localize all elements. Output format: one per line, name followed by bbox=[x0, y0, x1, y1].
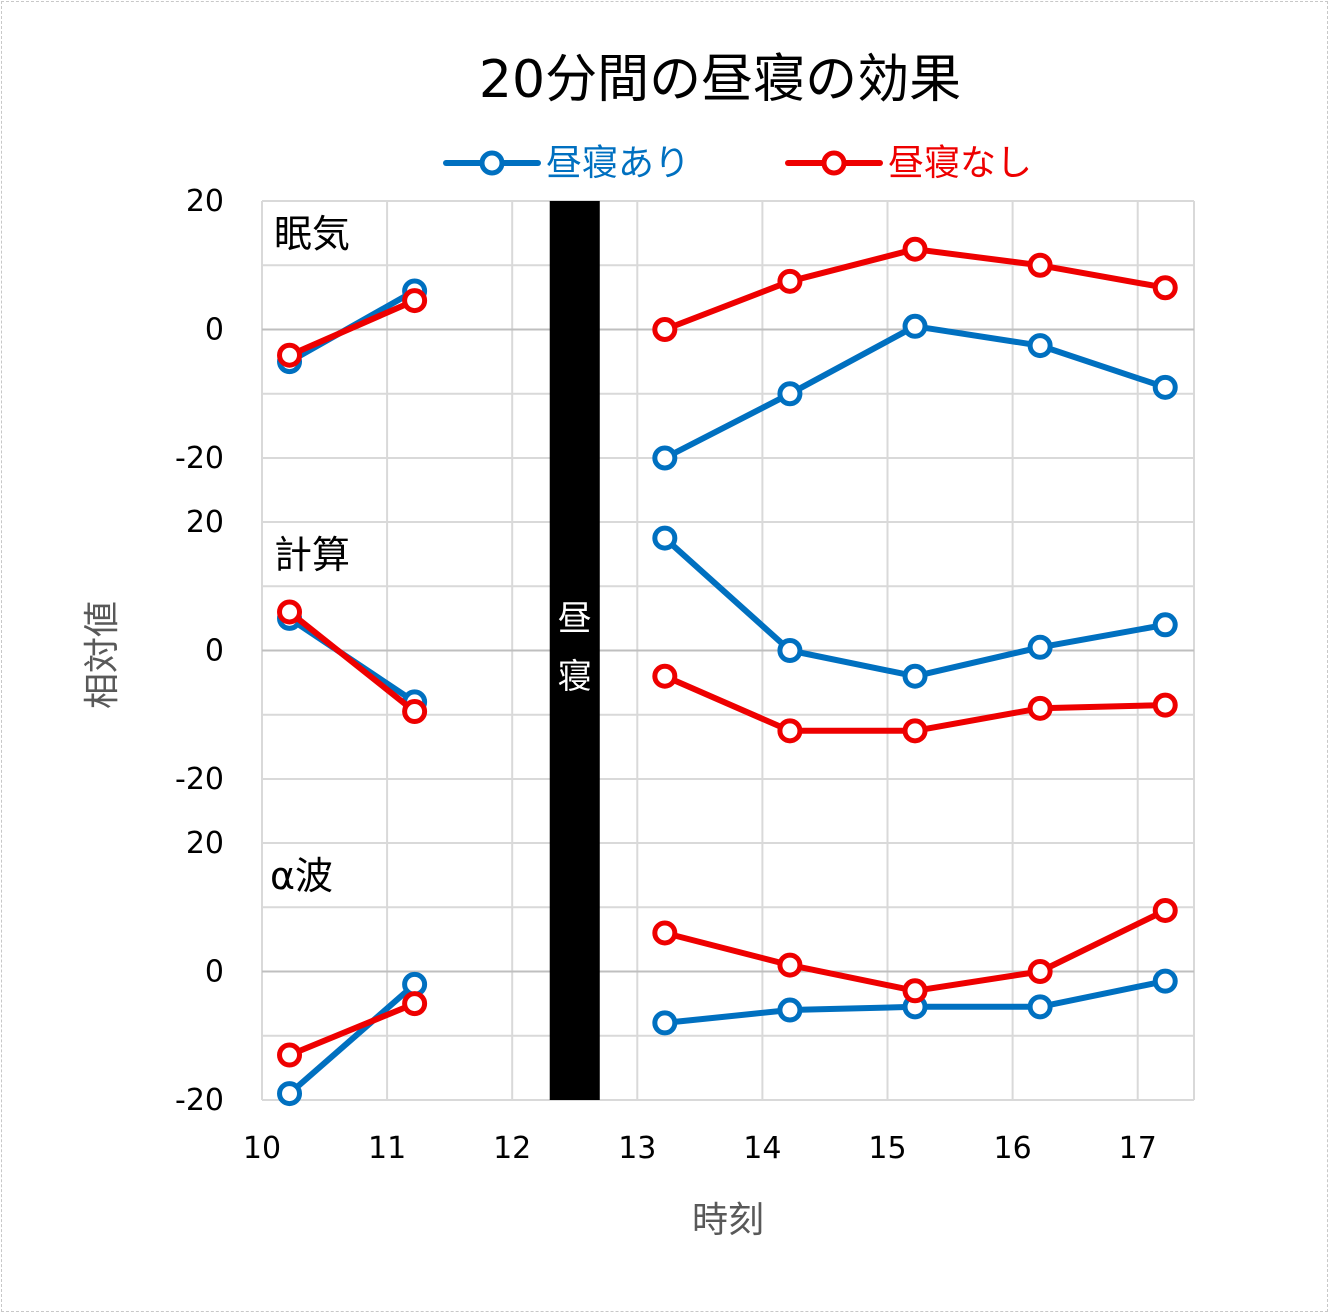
data-point bbox=[277, 342, 303, 368]
data-point bbox=[652, 525, 678, 551]
data-point bbox=[652, 317, 678, 342]
y-tick-label: -20 bbox=[175, 762, 224, 797]
legend-label: 昼寝なし bbox=[888, 143, 1032, 184]
x-tick-label: 12 bbox=[493, 1131, 531, 1166]
data-point bbox=[1152, 968, 1178, 994]
x-tick-label: 15 bbox=[868, 1131, 906, 1166]
panel-0: 20 0 -20 眠気 bbox=[175, 184, 1194, 476]
data-point bbox=[902, 663, 928, 689]
panel-2: 20 0 -20 α波 bbox=[175, 826, 1194, 1118]
data-point bbox=[1152, 374, 1178, 400]
data-point bbox=[1027, 333, 1053, 359]
legend-marker bbox=[479, 150, 505, 176]
data-point bbox=[777, 952, 803, 978]
data-point bbox=[777, 381, 803, 407]
data-point bbox=[652, 445, 678, 471]
x-axis-title: 時刻 bbox=[692, 1200, 764, 1241]
series-line bbox=[661, 535, 1169, 680]
data-point bbox=[402, 991, 428, 1017]
panel-label: 眠気 bbox=[274, 212, 350, 256]
y-tick-label: 0 bbox=[205, 634, 224, 669]
x-tick-label: 16 bbox=[994, 1131, 1032, 1166]
series-line bbox=[286, 981, 418, 1097]
y-tick-label: -20 bbox=[175, 441, 224, 476]
plot-area: 20 0 -20 眠気 20 0 -20 計算 20 0 -20 α波 昼寝 10 11 12 13 14 15 16… bbox=[175, 184, 1195, 1166]
data-point bbox=[1027, 634, 1053, 660]
data-point bbox=[652, 920, 678, 946]
x-tick-label: 13 bbox=[618, 1131, 656, 1166]
x-tick-label: 11 bbox=[368, 1131, 406, 1166]
panel-label: α波 bbox=[270, 854, 333, 898]
legend-label: 昼寝あり bbox=[546, 143, 690, 184]
data-point bbox=[277, 1081, 303, 1107]
legend-marker bbox=[821, 150, 847, 176]
panel-1: 20 0 -20 計算 bbox=[175, 505, 1194, 797]
data-point bbox=[1027, 695, 1053, 721]
x-tick-label: 17 bbox=[1119, 1131, 1157, 1166]
data-point bbox=[1152, 897, 1178, 923]
data-point bbox=[902, 718, 928, 744]
data-point bbox=[277, 599, 303, 625]
x-tick-label: 14 bbox=[743, 1131, 781, 1166]
data-point bbox=[1152, 275, 1178, 301]
data-point bbox=[777, 268, 803, 294]
data-point bbox=[402, 288, 428, 314]
chart-title: 20分間の昼寝の効果 bbox=[479, 50, 961, 110]
data-point bbox=[902, 313, 928, 339]
data-point bbox=[277, 1042, 303, 1068]
nap-bar-rect bbox=[549, 201, 600, 1100]
data-point bbox=[902, 978, 928, 1004]
y-tick-label: 20 bbox=[186, 505, 224, 540]
series-line bbox=[286, 609, 418, 715]
y-axis-title: 相対値 bbox=[82, 601, 123, 709]
data-point bbox=[652, 1010, 678, 1036]
y-tick-label: -20 bbox=[175, 1083, 224, 1118]
data-point bbox=[652, 663, 678, 689]
data-point bbox=[1027, 252, 1053, 278]
data-point bbox=[777, 997, 803, 1023]
data-point bbox=[777, 638, 803, 663]
series-line bbox=[661, 323, 1169, 461]
y-tick-label: 20 bbox=[186, 184, 224, 219]
data-point bbox=[1027, 959, 1053, 984]
data-point bbox=[402, 699, 428, 725]
y-tick-label: 0 bbox=[205, 955, 224, 990]
panel-label: 計算 bbox=[274, 533, 350, 577]
legend: 昼寝あり 昼寝なし bbox=[443, 143, 1032, 184]
data-point bbox=[1152, 692, 1178, 718]
x-tick-label: 10 bbox=[243, 1131, 281, 1166]
data-point bbox=[777, 718, 803, 744]
y-tick-label: 0 bbox=[205, 313, 224, 348]
y-tick-label: 20 bbox=[186, 826, 224, 861]
nap-label-char: 昼 bbox=[558, 599, 592, 639]
series-line bbox=[286, 1000, 418, 1058]
data-point bbox=[1152, 612, 1178, 638]
nap-label-char: 寝 bbox=[558, 657, 592, 697]
nap-bar: 昼寝 bbox=[549, 201, 600, 1100]
series-line bbox=[286, 297, 418, 359]
data-point bbox=[1027, 994, 1053, 1020]
data-point bbox=[902, 236, 928, 262]
